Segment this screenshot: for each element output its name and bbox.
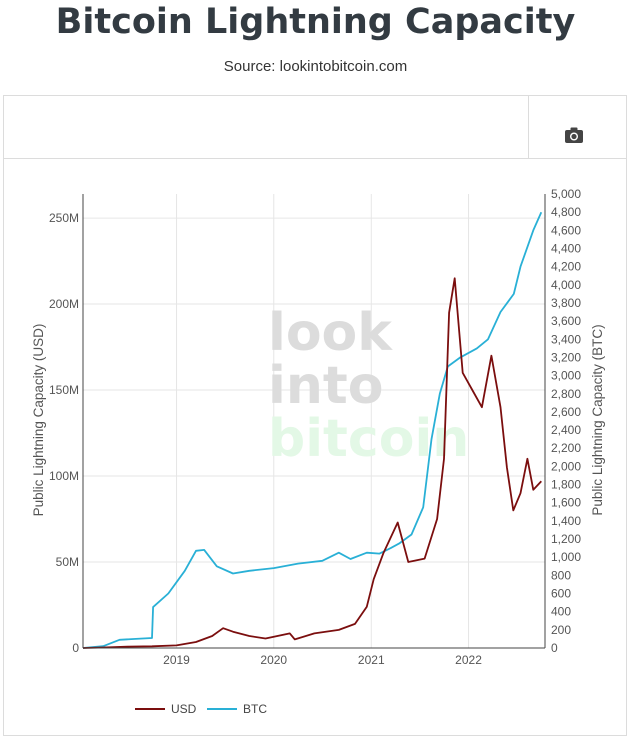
camera-icon[interactable]	[564, 126, 584, 144]
y-tick-label-left: 250M	[49, 211, 79, 225]
x-tick-label: 2019	[163, 653, 190, 667]
source-subtitle: Source: lookintobitcoin.com	[223, 58, 408, 75]
y-tick-label-left: 0	[72, 641, 79, 655]
x-tick-label: 2022	[455, 653, 482, 667]
y-tick-label-right: 1,800	[551, 478, 581, 492]
y-tick-label-right: 600	[551, 587, 571, 601]
y-tick-label-right: 3,800	[551, 296, 581, 310]
legend: USD BTC	[135, 702, 267, 716]
y-tick-label-left: 150M	[49, 383, 79, 397]
y-tick-label-right: 4,000	[551, 278, 581, 292]
page-title: Bitcoin Lightning Capacity	[55, 2, 576, 42]
toolbar-divider	[4, 158, 626, 159]
legend-label-usd: USD	[171, 702, 197, 716]
y-tick-label-left: 50M	[56, 555, 79, 569]
y-tick-label-right: 4,400	[551, 241, 581, 255]
series-line-btc	[82, 211, 543, 649]
watermark-into: into	[268, 356, 383, 416]
y-tick-label-right: 3,200	[551, 350, 581, 364]
y-tick-label-right: 0	[551, 641, 558, 655]
y-tick-label-right: 800	[551, 568, 571, 582]
y-tick-label-right: 3,000	[551, 369, 581, 383]
chart-panel	[3, 95, 627, 736]
y-tick-label-right: 4,600	[551, 223, 581, 237]
series-line-usd	[82, 277, 542, 649]
y-tick-label-right: 1,000	[551, 550, 581, 564]
y-tick-label-right: 3,600	[551, 314, 581, 328]
x-tick-label: 2020	[260, 653, 287, 667]
y-tick-label-right: 1,400	[551, 514, 581, 528]
y-tick-label-right: 2,400	[551, 423, 581, 437]
y-tick-label-right: 4,800	[551, 205, 581, 219]
toolbar-divider-vertical	[528, 96, 529, 158]
watermark-bitcoin: bitcoin	[268, 409, 469, 469]
y-tick-label-right: 2,000	[551, 459, 581, 473]
y-axis-title-left: Public Lightning Capacity (USD)	[31, 324, 46, 517]
y-tick-label-right: 2,800	[551, 387, 581, 401]
y-tick-label-left: 200M	[49, 297, 79, 311]
legend-label-btc: BTC	[243, 702, 267, 716]
y-tick-label-right: 3,400	[551, 332, 581, 346]
tick-labels: 0 50M 100M 150M 200M 250M 0 200 400 600 800 1,000 1,…	[49, 187, 581, 667]
y-tick-label-right: 1,200	[551, 532, 581, 546]
series-lines	[82, 211, 543, 649]
y-tick-label-right: 200	[551, 623, 571, 637]
y-tick-label-left: 100M	[49, 469, 79, 483]
x-tick-label: 2021	[358, 653, 385, 667]
y-tick-label-right: 1,600	[551, 496, 581, 510]
axes	[82, 194, 546, 649]
watermark: look into bitcoin	[268, 303, 469, 469]
y-tick-label-right: 2,600	[551, 405, 581, 419]
y-tick-label-right: 2,200	[551, 441, 581, 455]
watermark-look: look	[268, 303, 393, 363]
y-tick-label-right: 5,000	[551, 187, 581, 201]
y-tick-label-right: 4,200	[551, 260, 581, 274]
y-axis-title-right: Public Lightning Capacity (BTC)	[590, 324, 605, 515]
y-tick-label-right: 400	[551, 605, 571, 619]
